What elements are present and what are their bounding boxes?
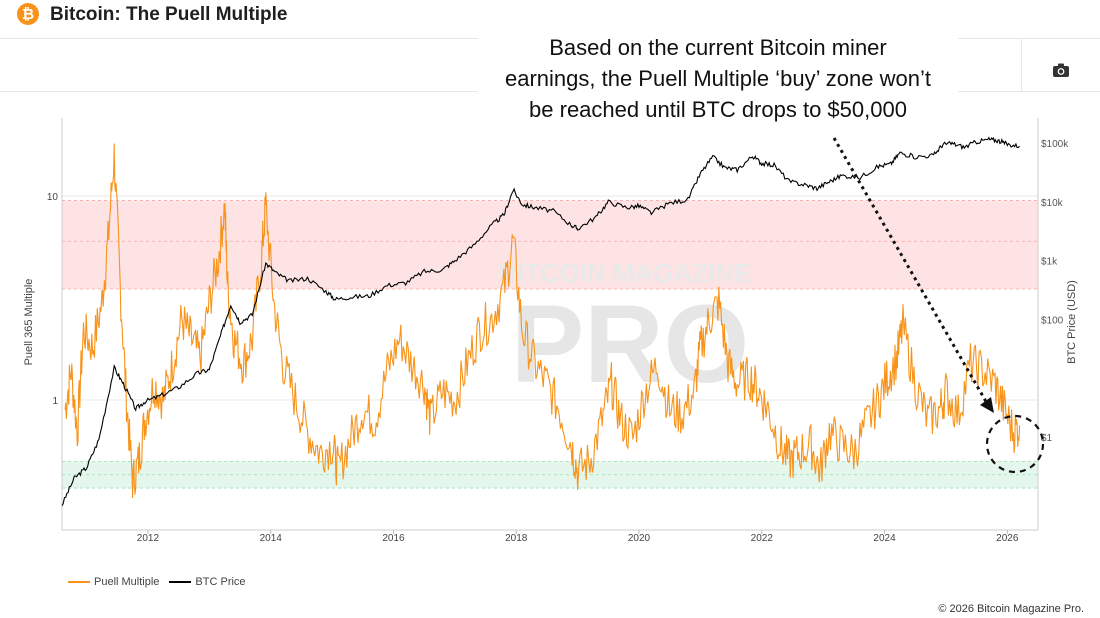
y-right-tick-label-1: $1 [1041,433,1053,444]
legend-item-puell[interactable]: Puell Multiple [68,576,159,588]
y-left-axis-label: Puell 365 Multiple [23,279,35,366]
toolbar-divider [1021,39,1022,91]
y-right-tick-label-100: $100 [1041,315,1064,326]
page-title: Bitcoin: The Puell Multiple [50,4,288,25]
legend-label-puell: Puell Multiple [94,576,160,588]
y-right-axis-label: BTC Price (USD) [1066,280,1078,364]
x-tick-label-2016: 2016 [382,533,405,544]
annotation-line-3: be reached until BTC drops to $50,000 [529,97,907,122]
chart-legend: Puell Multiple BTC Price [68,576,246,588]
series-btc-price-line [61,136,1020,506]
y-right-tick-label-10k: $10k [1041,198,1064,209]
chart-annotation: Based on the current Bitcoin miner earni… [478,32,958,125]
x-tick-label-2026: 2026 [996,533,1019,544]
x-tick-label-2014: 2014 [260,533,283,544]
x-tick-label-2022: 2022 [751,533,774,544]
legend-swatch-btc-price [169,581,192,583]
watermark-line-1: BITCOIN MAGAZINE [499,258,752,288]
y-right-tick-label-100k: $100k [1041,139,1069,150]
legend-label-btc-price: BTC Price [195,576,246,588]
y-left-tick-label-1: 1 [52,396,58,407]
camera-icon[interactable] [1050,60,1072,80]
annotation-line-1: Based on the current Bitcoin miner [549,35,887,60]
copyright-text: © 2026 Bitcoin Magazine Pro. [938,603,1084,615]
annotation-highlight-circle [985,414,1045,474]
x-tick-label-2024: 2024 [873,533,896,544]
legend-swatch-puell [68,581,90,583]
y-left-tick-label-10: 10 [47,192,59,203]
annotation-dotted-arrow [832,137,990,406]
y-right-tick-label-1k: $1k [1041,257,1058,268]
bitcoin-logo-icon: ₿ [17,3,39,25]
x-tick-label-2018: 2018 [505,533,528,544]
legend-item-btc-price[interactable]: BTC Price [169,576,246,588]
watermark-line-2: PRO [511,283,749,406]
annotation-line-2: earnings, the Puell Multiple ‘buy’ zone … [505,66,931,91]
x-tick-label-2020: 2020 [628,533,651,544]
series-puell-multiple-line [64,143,1021,499]
x-tick-label-2012: 2012 [137,533,160,544]
annotation-arrow-head-icon [980,397,994,413]
